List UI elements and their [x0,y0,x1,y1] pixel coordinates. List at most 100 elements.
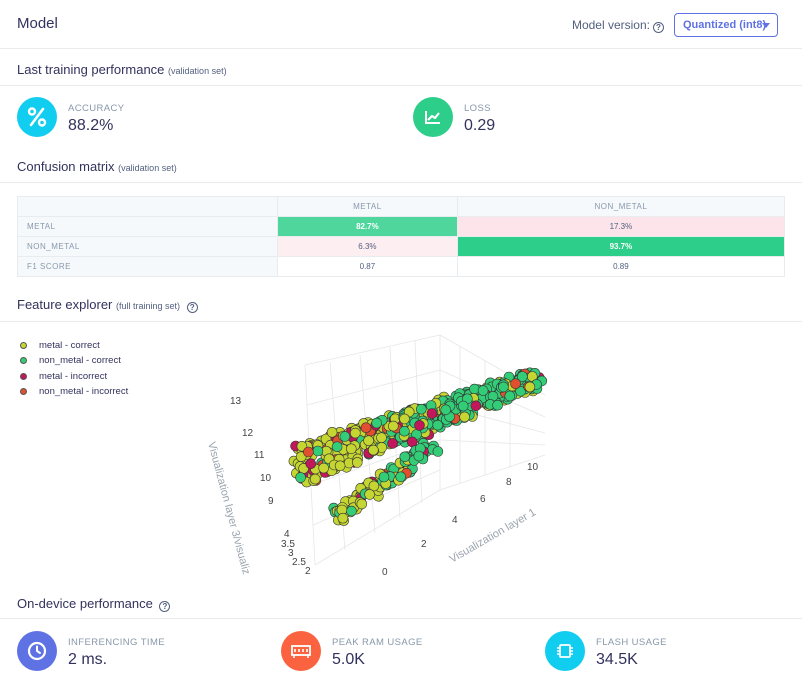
plot-point [459,411,470,423]
peak-ram-label: PEAK RAM USAGE [332,637,423,648]
help-icon[interactable]: ? [159,601,171,612]
z-tick: 9 [268,496,274,507]
plot-point [414,420,425,431]
model-version-label: Model version:? [572,18,664,33]
plot-point [305,458,317,469]
flash-usage-label: FLASH USAGE [596,637,667,648]
plot-point [368,480,380,492]
plot-point [303,446,314,458]
divider [0,618,802,619]
matrix-cell: 82.7% [277,216,458,237]
help-icon[interactable]: ? [186,302,198,313]
z-tick: 13 [230,396,242,407]
plot-point [515,386,526,397]
caret-down-icon [762,23,770,28]
plot-point [399,451,411,463]
z-axis-title: Visualization layer 3/visualiz [205,441,252,576]
z-tick: 12 [242,428,254,439]
plot-point [364,489,375,500]
help-icon[interactable]: ? [653,22,664,33]
explorer-subtitle: (full training set) [116,301,181,311]
plot-point [416,403,427,415]
percent-icon [17,97,57,137]
plot-point [477,385,489,396]
plot-point [440,404,451,416]
z-tick: 10 [260,473,272,484]
chart-line-icon [413,97,453,137]
legend-label: metal - incorrect [39,370,108,382]
row-header: METAL [17,216,278,237]
x-tick: 2 [421,539,427,550]
plot-point [331,441,343,452]
row-header: NON_METAL [17,236,278,257]
plot-point [388,420,399,432]
inferencing-time-label: INFERENCING TIME [68,637,166,648]
matrix-cell: 0.89 [456,256,786,277]
divider [0,85,802,86]
matrix-cell: 93.7% [456,236,786,257]
plot-point [309,473,321,485]
legend-dot [20,372,27,380]
legend-item[interactable]: non_metal - incorrect [20,386,128,401]
z-axis-ticks: 13 12 11 10 9 4 3.5 3 2.5 2 [230,396,311,577]
legend-label: metal - correct [39,340,100,351]
matrix-cell: 6.3% [277,236,458,257]
x-axis-title: Visualization layer 1 [448,506,539,565]
plot-point [334,460,346,472]
x-axis-ticks: 0 2 4 6 8 10 [382,462,539,578]
plot-point [295,472,306,483]
plot-point [337,512,349,524]
accuracy-value: 88.2% [68,117,114,134]
inferencing-time-value: 2 ms. [68,651,108,668]
legend-item[interactable]: non_metal - correct [20,355,128,370]
plot-point [346,443,357,455]
x-tick: 10 [527,462,539,473]
table-row: METAL 82.7% 17.3% [17,216,786,237]
feature-explorer-3d-plot[interactable]: Visualization layer 3/visualiz Visualiza… [190,325,570,583]
plot-point [510,378,521,390]
device-title-text: On-device performance [17,596,153,611]
plot-point [352,457,363,468]
loss-value: 0.29 [464,117,496,134]
column-header: NON_METAL [456,196,786,217]
divider [0,48,802,49]
chip-icon [545,631,585,671]
plot-point [387,438,398,449]
plot-point [498,381,509,393]
memory-icon [281,631,321,671]
plot-point [360,422,372,433]
peak-ram-value: 5.0K [332,651,365,668]
confusion-subtitle: (validation set) [118,163,177,173]
table-row: NON_METAL 6.3% 93.7% [17,236,786,257]
plot-point [318,462,329,474]
legend-label: non_metal - correct [39,355,121,367]
legend-item[interactable]: metal - correct [20,340,128,355]
legend-item[interactable]: metal - incorrect [20,371,128,386]
plot-point [346,505,357,517]
row-header: F1 SCORE [17,256,278,277]
confusion-matrix-table: METAL NON_METAL METAL 82.7% 17.3% NON_ME… [17,196,786,277]
model-version-dropdown[interactable]: Quantized (int8) [674,13,778,37]
plot-point [432,419,443,431]
column-header: METAL [277,196,458,217]
plot-point [432,446,444,457]
flash-usage-value: 34.5K [596,651,638,668]
plot-point [368,444,379,456]
legend-dot [20,387,27,395]
matrix-cell: 0.87 [277,256,458,277]
device-section-title: On-device performance ? [17,596,171,612]
z-tick: 2 [305,566,311,577]
plot-point [356,498,368,510]
plot-point [378,471,390,483]
plot-point [413,450,425,462]
plot-point [504,390,516,402]
page-title: Model [17,15,58,32]
clock-icon [17,631,57,671]
x-tick: 8 [506,477,512,488]
plot-point [426,408,438,419]
plot-point [399,413,410,425]
x-tick: 0 [382,567,388,578]
loss-label: LOSS [464,103,491,114]
plot-point [492,399,503,411]
matrix-cell: 17.3% [456,216,786,237]
